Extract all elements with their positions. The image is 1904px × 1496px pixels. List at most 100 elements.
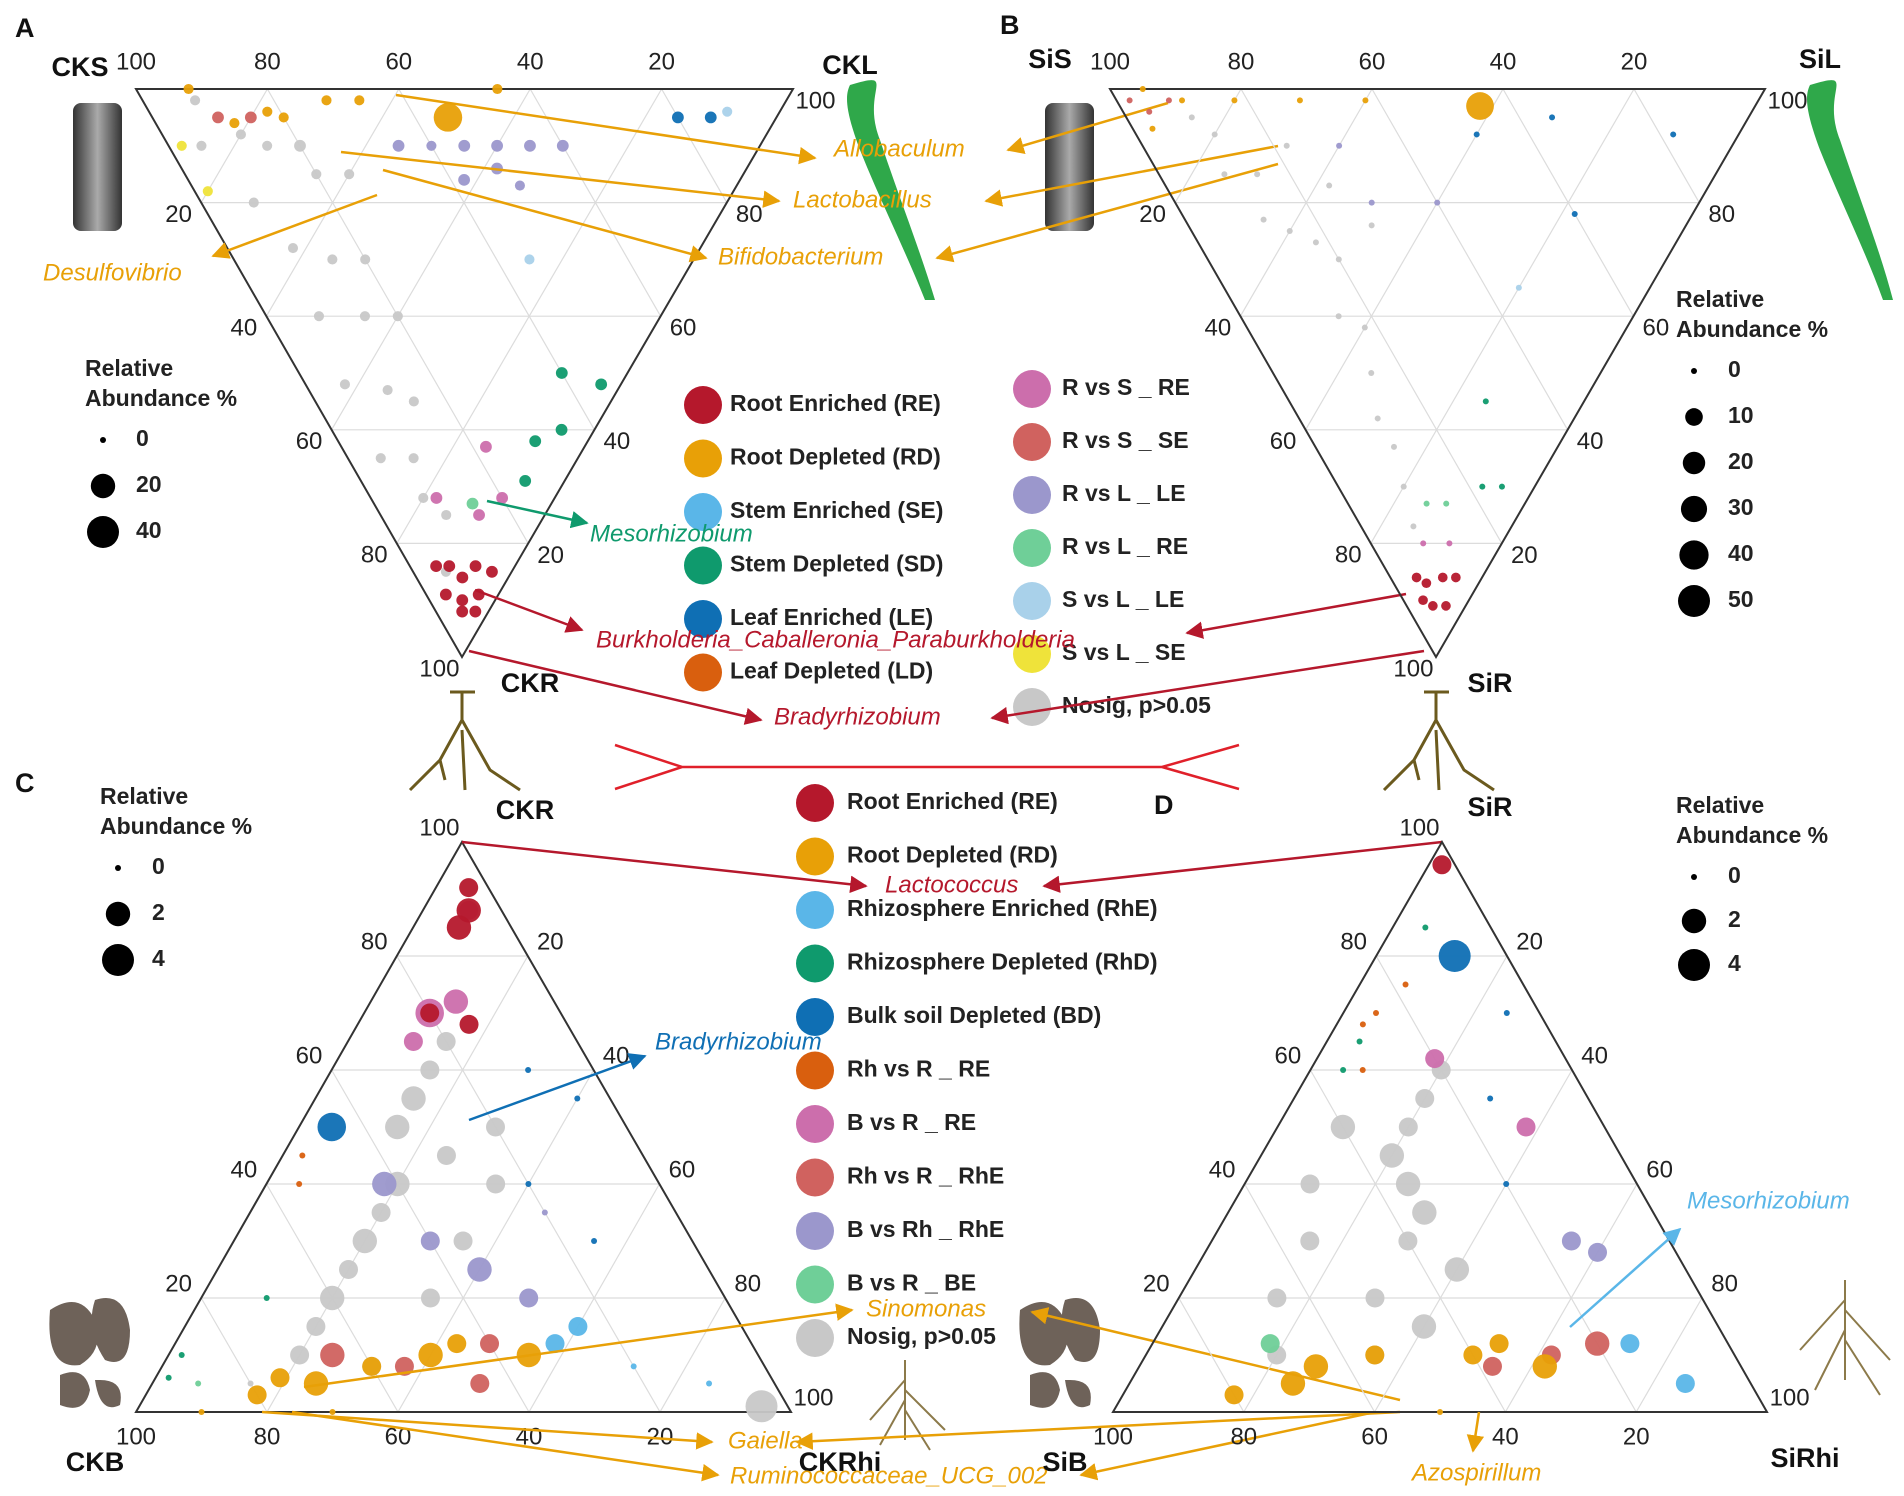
data-point	[362, 1356, 382, 1376]
data-point	[467, 1257, 492, 1282]
tick-label: 40	[1490, 48, 1517, 75]
data-point	[418, 1342, 443, 1368]
legend-label: R vs L _ RE	[1062, 533, 1188, 559]
data-point	[496, 492, 509, 504]
data-point	[418, 492, 429, 504]
data-point	[320, 1342, 345, 1368]
data-point	[296, 1181, 303, 1187]
data-point	[1441, 601, 1451, 611]
data-point	[1340, 1067, 1347, 1073]
corner-label: CKB	[66, 1447, 125, 1477]
tick-label: 60	[296, 1042, 323, 1069]
annotation: Azospirillum	[1410, 1459, 1541, 1486]
size-legend-title: Abundance %	[1676, 822, 1828, 848]
tick-label: 100	[419, 655, 459, 682]
data-point	[420, 1060, 440, 1080]
data-point	[1330, 1114, 1356, 1140]
annotation-arrow	[395, 93, 817, 165]
tick-label: 80	[736, 201, 763, 228]
tick-label: 100	[1093, 1423, 1133, 1450]
annotation-arrow	[1185, 592, 1407, 639]
data-point	[486, 1174, 506, 1194]
data-point	[436, 1032, 456, 1051]
data-point	[352, 1228, 377, 1254]
annotation-arrow	[340, 150, 781, 208]
corner-label: SiR	[1467, 668, 1512, 698]
data-point	[1444, 1257, 1470, 1282]
data-point	[1283, 142, 1290, 149]
grid-line	[1371, 88, 1569, 431]
annotation-arrow	[984, 144, 1279, 207]
annotation: Desulfovibrio	[43, 259, 182, 286]
tick-label: 20	[1621, 48, 1648, 75]
grid-line	[1305, 88, 1504, 431]
data-point	[1254, 171, 1261, 178]
legend-swatch	[1013, 529, 1051, 567]
data-point	[524, 139, 536, 152]
data-point	[525, 1067, 532, 1073]
legend-label: Rh vs R _ RE	[847, 1056, 990, 1082]
data-point	[574, 1095, 581, 1102]
data-point	[514, 180, 525, 191]
tick-label: 20	[1511, 542, 1538, 569]
legend-label: S vs L _ LE	[1062, 586, 1184, 612]
size-legend-label: 50	[1728, 586, 1754, 612]
data-point	[212, 111, 224, 124]
size-legend-title: Abundance %	[100, 813, 252, 839]
leaf-icon	[1807, 80, 1893, 300]
data-point	[439, 588, 452, 601]
size-legend-label: 0	[136, 425, 149, 451]
data-point	[1146, 108, 1153, 115]
tick-label: 60	[1646, 1156, 1673, 1183]
data-point	[1402, 981, 1409, 988]
grid-line	[528, 1183, 660, 1413]
data-point	[1482, 1356, 1502, 1376]
legend-label: Root Enriched (RE)	[847, 788, 1058, 814]
size-legend-mark	[1691, 874, 1697, 880]
data-point	[456, 571, 469, 584]
legend-label: Stem Depleted (SD)	[730, 551, 943, 577]
tick-label: 40	[1209, 1156, 1236, 1183]
tick-label: 60	[670, 315, 697, 342]
size-legend-mark	[1679, 540, 1709, 570]
data-point	[492, 83, 503, 95]
data-point	[1503, 1181, 1510, 1187]
tick-label: 80	[361, 928, 388, 955]
data-point	[1224, 1385, 1244, 1405]
tick-label: 20	[537, 542, 564, 569]
data-point	[1620, 1334, 1640, 1354]
data-point	[519, 1288, 539, 1308]
data-point	[1463, 1345, 1483, 1365]
data-point	[320, 1285, 345, 1311]
legend-swatch	[684, 600, 722, 638]
annotation: Lactobacillus	[793, 186, 932, 213]
annotation-arrow	[468, 1053, 647, 1122]
data-point	[555, 423, 568, 436]
tick-label: 40	[603, 1042, 630, 1069]
data-point	[1412, 1200, 1437, 1225]
data-point	[1434, 199, 1441, 206]
tick-label: 100	[1393, 655, 1433, 682]
data-point	[1425, 1049, 1445, 1069]
annotation: Ruminococcaceae_UCG_002	[730, 1462, 1048, 1489]
grid-line	[1504, 1183, 1638, 1413]
legend-swatch	[1013, 370, 1051, 408]
legend-label: Rhizosphere Enriched (RhE)	[847, 895, 1158, 921]
data-point	[403, 1032, 423, 1051]
annotation: Bradyrhizobium	[774, 703, 941, 730]
data-point	[1398, 1117, 1418, 1137]
data-point	[1466, 92, 1494, 120]
leaf-icon	[847, 80, 935, 300]
grid-line	[1239, 88, 1373, 317]
data-point	[1432, 855, 1452, 875]
legend-label: Root Depleted (RD)	[730, 444, 941, 470]
data-point	[183, 83, 194, 95]
data-point	[426, 140, 437, 151]
data-point	[630, 1363, 637, 1370]
data-point	[339, 379, 350, 390]
size-legend-label: 40	[1728, 540, 1754, 566]
corner-label: CKRhi	[799, 1447, 882, 1477]
data-point	[1300, 1174, 1320, 1194]
legend-swatch	[796, 784, 834, 822]
annotation-arrow	[303, 1303, 854, 1389]
